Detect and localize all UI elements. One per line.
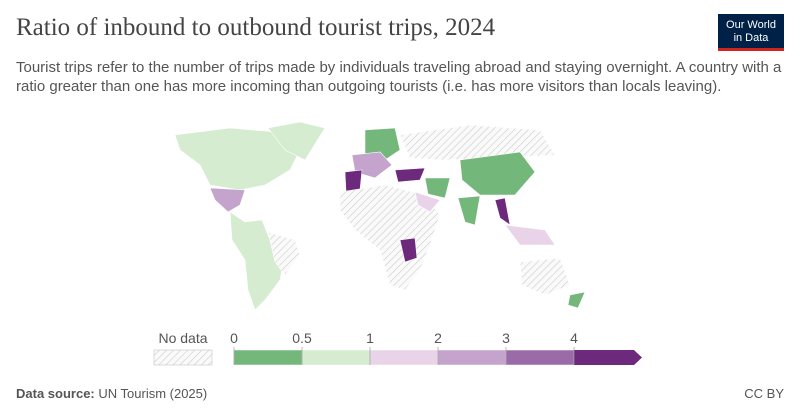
country bbox=[459, 151, 536, 196]
country bbox=[504, 224, 556, 246]
source-label: Data source: bbox=[16, 386, 95, 401]
legend-tick-label: 0.5 bbox=[292, 330, 312, 346]
country bbox=[174, 127, 301, 191]
country bbox=[399, 237, 418, 263]
legend-bin bbox=[574, 350, 642, 365]
country bbox=[267, 121, 326, 161]
country bbox=[567, 291, 586, 309]
no-data-label: No data bbox=[158, 330, 207, 346]
legend-bin bbox=[369, 349, 439, 366]
footer: Data source: UN Tourism (2025) CC BY bbox=[16, 386, 784, 401]
title: Ratio of inbound to outbound tourist tri… bbox=[16, 14, 496, 41]
legend-tick-label: 4 bbox=[570, 330, 578, 346]
legend-tick-label: 2 bbox=[434, 330, 442, 346]
country bbox=[364, 127, 401, 161]
logo-line: Our World bbox=[726, 19, 776, 31]
country bbox=[424, 177, 451, 199]
country bbox=[399, 124, 556, 161]
legend-tick-label: 1 bbox=[366, 330, 374, 346]
country bbox=[394, 167, 426, 183]
country bbox=[519, 257, 571, 296]
legend-bin bbox=[233, 349, 303, 366]
logo[interactable]: Our World in Data bbox=[718, 14, 784, 51]
map: No data 0 0.5 1 2 3 4 bbox=[153, 121, 642, 366]
license[interactable]: CC BY bbox=[744, 386, 784, 401]
legend-tick-label: 3 bbox=[502, 330, 510, 346]
country bbox=[267, 231, 301, 276]
legend-bin bbox=[437, 349, 507, 366]
country bbox=[414, 191, 441, 213]
country bbox=[209, 187, 246, 213]
countries bbox=[174, 121, 586, 311]
logo-line: in Data bbox=[733, 32, 769, 44]
legend-tick-label: 0 bbox=[230, 330, 238, 346]
country bbox=[457, 195, 481, 226]
source: UN Tourism (2025) bbox=[98, 386, 208, 401]
country bbox=[494, 197, 511, 226]
country bbox=[229, 211, 286, 311]
subtitle: Tourist trips refer to the number of tri… bbox=[16, 59, 782, 95]
legend-bin bbox=[505, 349, 575, 366]
legend-bin bbox=[301, 349, 371, 366]
no-data-swatch bbox=[153, 349, 213, 366]
